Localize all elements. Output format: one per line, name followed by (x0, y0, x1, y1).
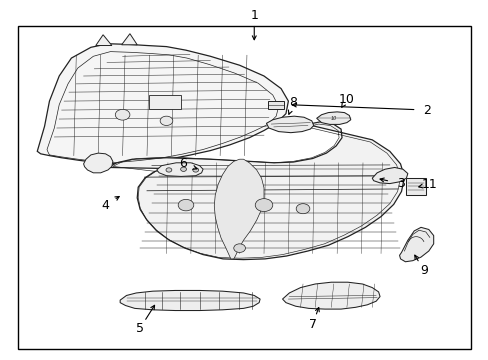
Text: 10: 10 (338, 93, 354, 106)
Circle shape (192, 168, 198, 172)
Text: 4: 4 (102, 199, 109, 212)
Circle shape (233, 244, 245, 252)
Polygon shape (37, 44, 288, 164)
Polygon shape (96, 35, 112, 45)
Polygon shape (120, 291, 260, 311)
Polygon shape (282, 282, 379, 309)
Text: 7: 7 (308, 318, 316, 331)
Polygon shape (122, 34, 137, 45)
Circle shape (296, 204, 309, 214)
Polygon shape (157, 163, 203, 176)
Bar (406, 178, 425, 195)
Text: 2: 2 (423, 104, 430, 117)
Circle shape (160, 116, 172, 126)
Text: 1: 1 (250, 9, 258, 22)
Bar (267, 101, 283, 109)
Circle shape (115, 109, 130, 120)
Circle shape (165, 168, 171, 172)
Text: 6: 6 (179, 157, 187, 170)
Polygon shape (316, 112, 350, 125)
Text: 11: 11 (421, 178, 437, 191)
Text: 8: 8 (289, 96, 297, 109)
Text: 9: 9 (419, 264, 427, 277)
Polygon shape (371, 167, 407, 184)
Circle shape (255, 199, 272, 212)
Text: 5: 5 (135, 322, 143, 335)
Text: 3: 3 (396, 177, 404, 190)
Circle shape (180, 167, 186, 171)
Polygon shape (399, 227, 433, 262)
Polygon shape (108, 122, 404, 260)
Polygon shape (266, 116, 313, 133)
Polygon shape (214, 159, 264, 259)
Text: 10: 10 (330, 116, 336, 121)
Polygon shape (83, 153, 113, 173)
Circle shape (178, 199, 193, 211)
Bar (149, 95, 181, 109)
